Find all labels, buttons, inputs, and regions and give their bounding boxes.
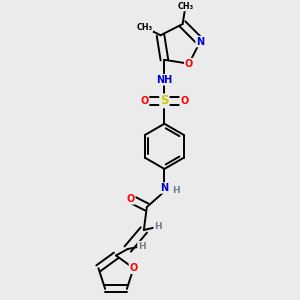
Text: O: O <box>127 194 135 204</box>
Text: N: N <box>196 37 204 46</box>
Text: H: H <box>172 186 179 195</box>
Text: H: H <box>138 242 146 250</box>
Text: NH: NH <box>156 75 172 85</box>
Text: O: O <box>185 59 193 69</box>
Text: CH₃: CH₃ <box>136 22 152 32</box>
Text: N: N <box>160 183 169 193</box>
Text: O: O <box>140 96 148 106</box>
Text: CH₃: CH₃ <box>177 2 194 10</box>
Text: S: S <box>160 94 169 107</box>
Text: O: O <box>129 263 138 273</box>
Text: H: H <box>154 222 162 231</box>
Text: O: O <box>180 96 188 106</box>
